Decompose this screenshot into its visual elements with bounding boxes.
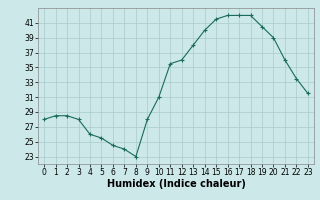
X-axis label: Humidex (Indice chaleur): Humidex (Indice chaleur) (107, 179, 245, 189)
